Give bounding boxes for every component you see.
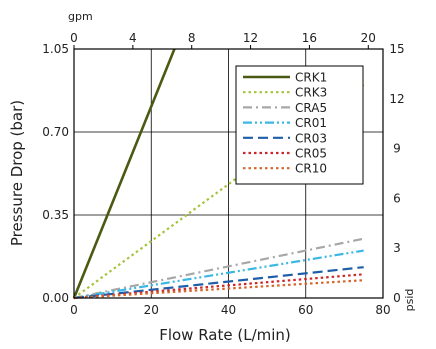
y-tick-label: 0.00: [42, 291, 69, 305]
y-tick-label: 0.35: [42, 208, 69, 222]
y2-tick-label: 12: [389, 92, 404, 106]
legend-label: CRK3: [295, 86, 327, 100]
legend-box: [235, 65, 364, 185]
series-line-cr10: [73, 279, 364, 300]
series-lines: [72, 48, 365, 300]
x2-tick-label: 12: [243, 31, 258, 45]
secondary-x-axis-label: gpm: [68, 10, 93, 23]
series-line-cr03: [73, 266, 364, 300]
x-tick-label: 0: [70, 303, 78, 317]
x-axis-label: Flow Rate (L/min): [159, 326, 291, 344]
y2-tick-label: 6: [393, 191, 401, 205]
series-line-cr01: [73, 249, 364, 300]
legend-label: CRK1: [295, 71, 327, 85]
series-line-crk1: [72, 48, 176, 299]
y-axis-label: Pressure Drop (bar): [8, 100, 26, 246]
x2-tick-label: 4: [129, 31, 137, 45]
x2-tick-label: 20: [361, 31, 376, 45]
legend-label: CR01: [295, 116, 327, 130]
secondary-y-axis-label: psid: [403, 289, 416, 312]
y2-tick-label: 9: [393, 142, 401, 156]
x-tick-label: 80: [375, 303, 390, 317]
y-tick-label: 1.05: [42, 42, 69, 56]
y2-tick-label: 15: [389, 42, 404, 56]
legend-label: CR10: [295, 162, 327, 176]
x-tick-label: 20: [144, 303, 159, 317]
x2-tick-label: 16: [302, 31, 317, 45]
legend-label: CRA5: [295, 101, 327, 115]
x2-tick-label: 0: [70, 31, 78, 45]
x-tick-label: 40: [221, 303, 236, 317]
legend-label: CR05: [295, 147, 327, 161]
legend-label: CR03: [295, 131, 327, 145]
y-tick-label: 0.70: [42, 125, 69, 139]
plot-frame: [73, 48, 384, 299]
y2-tick-label: 3: [393, 241, 401, 255]
series-line-cr05: [73, 273, 364, 300]
x2-tick-label: 8: [188, 31, 196, 45]
series-line-cra5: [73, 237, 364, 300]
x-tick-label: 60: [298, 303, 313, 317]
y2-tick-label: 0: [393, 291, 401, 305]
tick-labels: 0 20 40 60 800.000.350.701.050 4 8 12 16 20036912…: [42, 31, 404, 317]
